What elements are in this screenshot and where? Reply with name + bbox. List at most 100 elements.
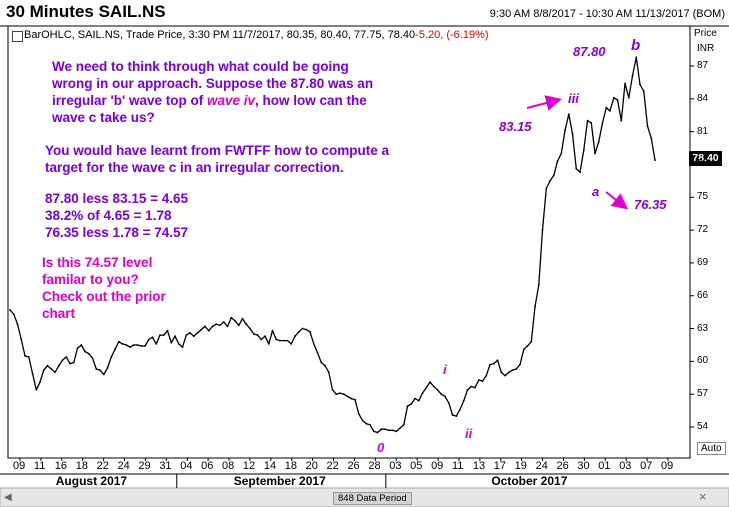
x-tick-label: 16 bbox=[54, 460, 68, 472]
note-p1-start: We need to think through what could be g… bbox=[52, 59, 374, 108]
price-point bbox=[80, 344, 83, 346]
price-point bbox=[462, 399, 465, 402]
price-point bbox=[230, 316, 233, 319]
x-tick-label: 09 bbox=[13, 460, 26, 472]
price-point bbox=[594, 152, 596, 155]
price-point bbox=[87, 352, 90, 355]
price-point bbox=[162, 334, 165, 336]
price-point bbox=[560, 152, 563, 155]
price-point bbox=[316, 351, 319, 354]
price-point bbox=[69, 362, 71, 365]
price-point bbox=[650, 137, 653, 140]
price-point bbox=[361, 419, 364, 422]
x-tick-label: 14 bbox=[263, 460, 277, 472]
price-point bbox=[395, 430, 398, 433]
price-point bbox=[27, 356, 30, 358]
price-point bbox=[181, 346, 184, 348]
x-tick-label: 08 bbox=[222, 460, 235, 472]
x-tick-label: 22 bbox=[96, 460, 109, 472]
price-point bbox=[391, 429, 394, 432]
price-point bbox=[459, 408, 461, 411]
note-p1-emph: wave iv bbox=[206, 93, 255, 108]
price-point bbox=[519, 363, 521, 366]
price-point bbox=[436, 388, 439, 391]
y-tick-label: 84 bbox=[697, 92, 709, 104]
x-tick-label: 24 bbox=[535, 460, 548, 472]
x-tick-label: 19 bbox=[514, 460, 527, 472]
price-point bbox=[597, 140, 600, 143]
wave-iii-label: iii bbox=[568, 91, 579, 106]
price-point bbox=[511, 369, 514, 371]
price-point bbox=[582, 149, 585, 152]
price-point bbox=[114, 348, 116, 351]
price-point bbox=[507, 371, 510, 374]
price-point bbox=[376, 431, 379, 434]
price-point bbox=[406, 405, 409, 408]
date-range: 9:30 AM 8/8/2017 - 10:30 AM 11/13/2017 (… bbox=[489, 8, 725, 20]
x-tick-label: 01 bbox=[598, 460, 611, 472]
price-point bbox=[16, 323, 19, 326]
y-tick-label: 81 bbox=[697, 125, 709, 137]
x-tick-label: 03 bbox=[389, 460, 402, 472]
price-point bbox=[537, 283, 540, 286]
price-point bbox=[552, 174, 555, 177]
price-point bbox=[620, 119, 623, 122]
price-point bbox=[237, 324, 240, 327]
legend-checkbox[interactable] bbox=[12, 31, 23, 42]
price-point bbox=[151, 336, 154, 339]
price-point bbox=[357, 413, 360, 415]
price-point bbox=[20, 338, 23, 341]
x-tick-label: 03 bbox=[619, 460, 632, 472]
price-point bbox=[267, 343, 270, 345]
x-tick-label: 29 bbox=[138, 460, 151, 472]
y-tick-label: 54 bbox=[697, 421, 709, 432]
price-point bbox=[226, 325, 229, 328]
legend-values: BarOHLC, SAIL.NS, Trade Price, 3:30 PM 1… bbox=[24, 29, 416, 41]
price-point bbox=[249, 327, 251, 330]
price-point bbox=[485, 374, 488, 377]
price-point bbox=[590, 122, 593, 124]
note-paragraph-2: You would have learnt from FWTFF how to … bbox=[45, 143, 389, 175]
x-tick-label: 18 bbox=[75, 460, 88, 472]
price-point bbox=[282, 339, 285, 342]
price-point bbox=[147, 338, 150, 341]
price-point bbox=[271, 329, 274, 332]
note-p1-end: , how low can the wave c take us? bbox=[52, 93, 367, 125]
x-tick-label: 04 bbox=[180, 460, 193, 472]
price-point bbox=[515, 368, 518, 370]
price-point bbox=[245, 323, 248, 326]
price-point bbox=[601, 122, 604, 124]
wave-a-label: a bbox=[592, 184, 600, 199]
price-point bbox=[95, 368, 98, 370]
price-point bbox=[466, 388, 469, 391]
scroll-left-icon[interactable]: ◀ bbox=[4, 492, 12, 503]
price-point bbox=[399, 427, 401, 429]
price-point bbox=[129, 346, 131, 348]
price-point bbox=[571, 132, 574, 135]
price-point bbox=[121, 343, 124, 345]
price-point bbox=[541, 229, 544, 232]
price-point bbox=[99, 369, 101, 371]
price-point bbox=[189, 332, 191, 334]
chart-title: 30 Minutes SAIL.NS bbox=[6, 2, 166, 21]
price-point bbox=[76, 347, 79, 350]
close-icon[interactable]: × bbox=[699, 489, 707, 504]
price-point bbox=[549, 180, 551, 182]
price-point bbox=[365, 422, 368, 425]
price-point bbox=[102, 373, 105, 376]
price-point bbox=[346, 395, 349, 398]
auto-scale-button[interactable]: Auto bbox=[697, 442, 726, 455]
price-point bbox=[125, 344, 128, 346]
price-point bbox=[451, 414, 454, 416]
price-point bbox=[327, 371, 330, 374]
y-tick-label: 60 bbox=[697, 355, 709, 367]
price-point bbox=[39, 381, 41, 383]
note-calculation: 87.80 less 83.15 = 4.65 38.2% of 4.65 = … bbox=[45, 191, 189, 240]
price-point bbox=[605, 106, 608, 109]
price-point bbox=[196, 332, 199, 334]
price-point bbox=[46, 364, 49, 367]
price-point bbox=[65, 356, 68, 358]
price-point bbox=[140, 345, 143, 347]
price-point bbox=[275, 338, 278, 341]
note-paragraph-1: We need to think through what could be g… bbox=[52, 58, 373, 126]
